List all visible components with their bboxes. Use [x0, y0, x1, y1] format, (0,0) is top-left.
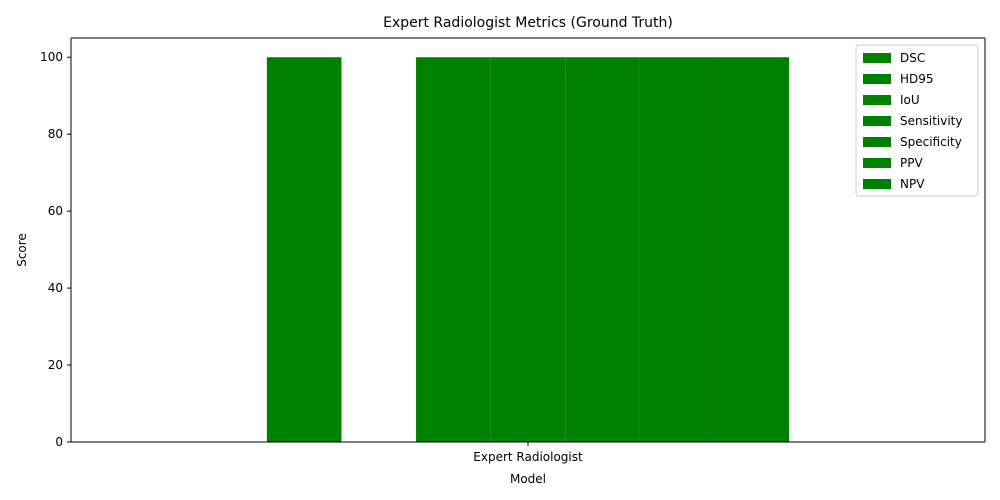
plot-area: 0 20 40 60 80 100 Expert Radiologist: [40, 37, 986, 464]
legend-label: HD95: [900, 72, 934, 86]
legend-label: NPV: [900, 177, 925, 191]
legend-label: PPV: [900, 156, 923, 170]
legend-label: Specificity: [900, 135, 962, 149]
bar-specificity: [565, 57, 640, 442]
y-tick-label: 80: [48, 127, 63, 141]
x-tick-label: Expert Radiologist: [473, 450, 583, 464]
y-tick-label: 100: [40, 50, 63, 64]
y-tick-label: 20: [48, 358, 63, 372]
legend-label: IoU: [900, 93, 920, 107]
legend-swatch: [863, 53, 891, 63]
bar-sensitivity: [490, 57, 566, 442]
bar-npv: [714, 57, 790, 442]
bar-ppv: [639, 57, 715, 442]
y-axis-label: Score: [15, 233, 29, 267]
bar-dsc: [266, 57, 342, 442]
y-tick-label: 60: [48, 204, 63, 218]
legend: DSC HD95 IoU Sensitivity Specificity PPV NPV: [855, 44, 979, 197]
y-tick-label: 40: [48, 281, 63, 295]
x-axis-label: Model: [510, 472, 546, 486]
y-tick-label: 0: [55, 435, 63, 449]
legend-label: Sensitivity: [900, 114, 962, 128]
legend-swatch: [863, 116, 891, 126]
legend-swatch: [863, 74, 891, 84]
legend-swatch: [863, 179, 891, 189]
legend-swatch: [863, 137, 891, 147]
bar-iou: [416, 57, 491, 442]
legend-swatch: [863, 158, 891, 168]
legend-swatch: [863, 95, 891, 105]
chart-title: Expert Radiologist Metrics (Ground Truth…: [383, 15, 673, 31]
legend-label: DSC: [900, 51, 925, 65]
